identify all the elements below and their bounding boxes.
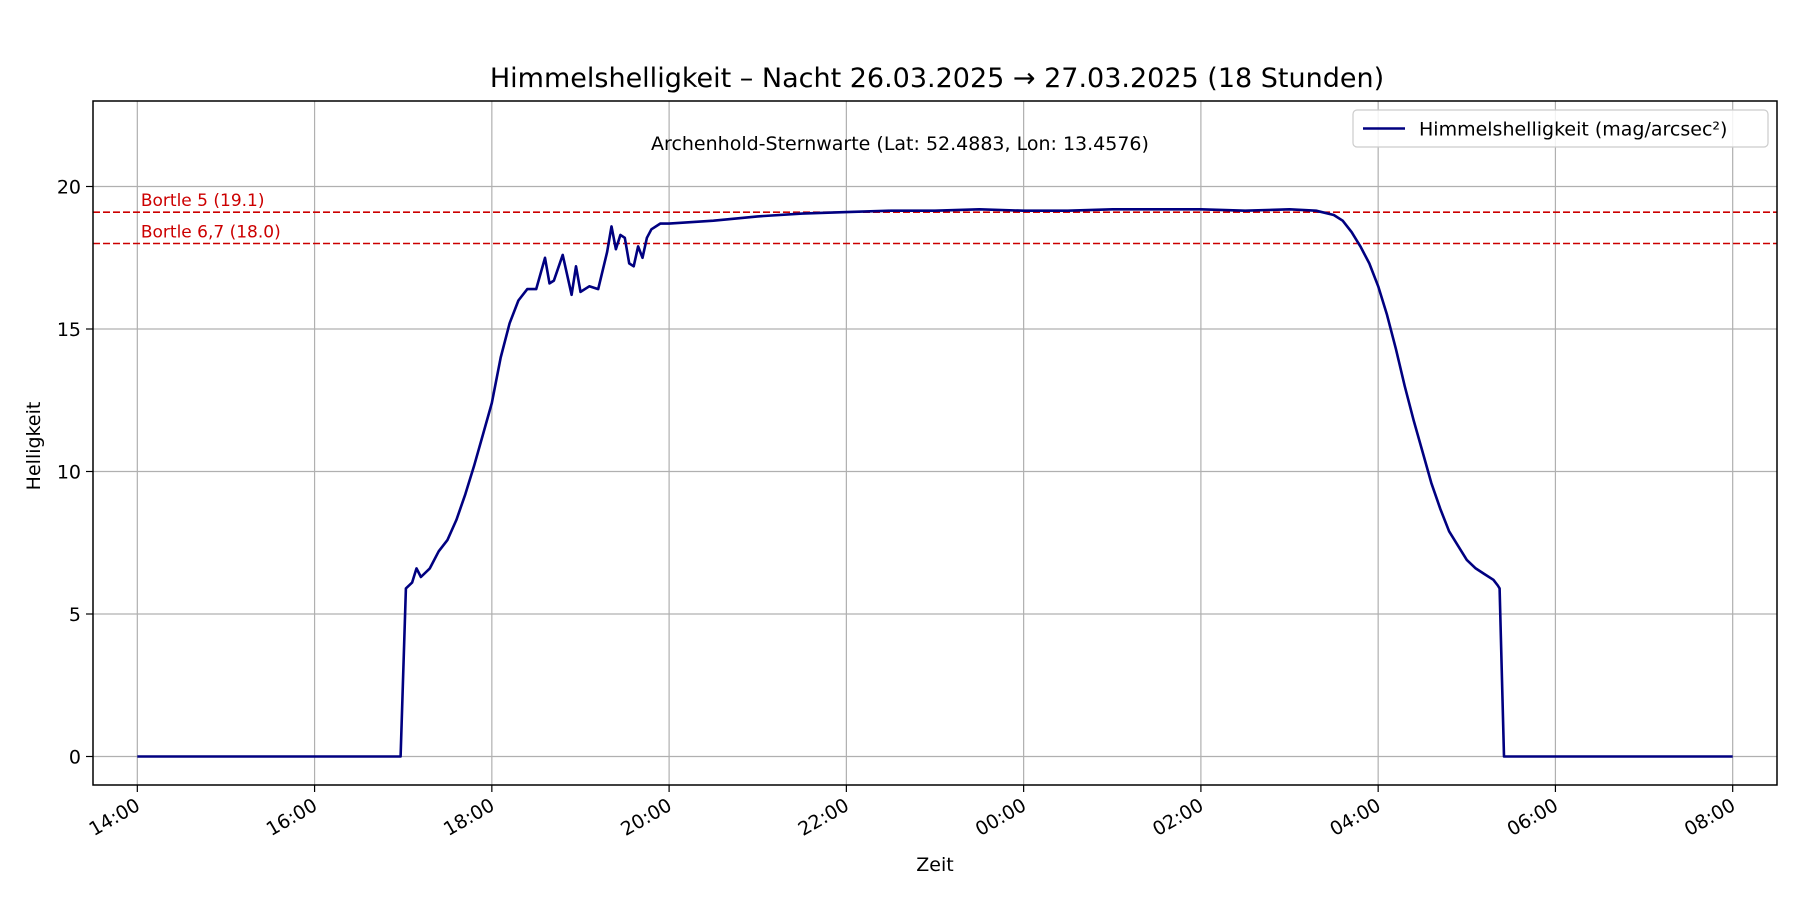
legend-label: Himmelshelligkeit (mag/arcsec²) [1419,119,1727,141]
y-tick-label: 15 [57,319,81,341]
chart-subtitle: Archenhold-Sternwarte (Lat: 52.4883, Lon… [651,133,1149,155]
y-tick-label: 0 [69,747,81,769]
series [137,208,1733,758]
legend: Himmelshelligkeit (mag/arcsec²) [1352,109,1769,148]
y-tick-label: 10 [57,462,81,484]
reference-line-label: Bortle 5 (19.1) [141,191,265,211]
chart-title: Himmelshelligkeit – Nacht 26.03.2025 → 2… [490,63,1384,94]
series-line [137,208,1733,758]
x-axis-label: Zeit [916,854,953,876]
y-tick-label: 20 [57,177,81,199]
y-axis-ticks: 0 5 10 15 20 [57,177,93,769]
reference-line-label: Bortle 6,7 (18.0) [141,223,281,243]
plot-frame [92,100,1778,786]
grid [93,101,1777,785]
y-axis-label: Helligkeit [23,402,45,491]
reference-lines: Bortle 5 (19.1) Bortle 6,7 (18.0) [93,191,1777,245]
y-tick-label: 5 [69,604,81,626]
legend-box [1352,109,1769,148]
